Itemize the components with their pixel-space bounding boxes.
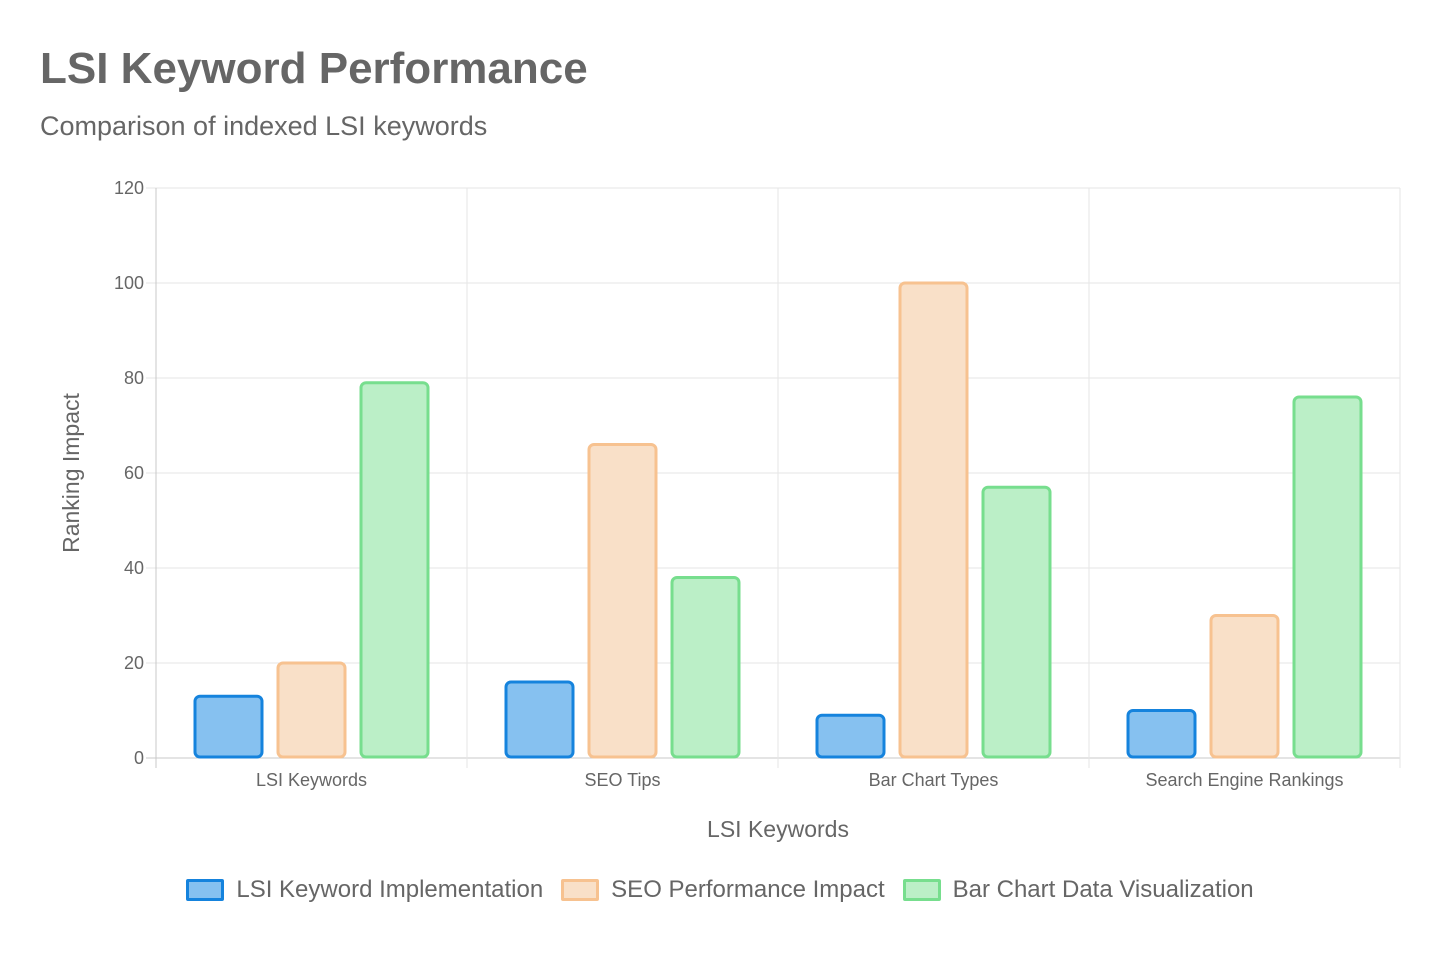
y-tick-label: 100: [114, 273, 144, 293]
bar[interactable]: [504, 680, 575, 759]
bars: [193, 281, 1363, 759]
y-tick-label: 120: [114, 178, 144, 198]
bar[interactable]: [670, 576, 741, 759]
x-tick-label: Bar Chart Types: [869, 770, 999, 790]
y-tick-label: 20: [124, 653, 144, 673]
bar[interactable]: [1209, 614, 1280, 759]
legend-label: LSI Keyword Implementation: [236, 876, 544, 903]
bar[interactable]: [898, 281, 969, 759]
tick-labels: 0 20 40 60 80 100 120 LSI Keywords SEO Tips Bar C…: [114, 178, 1344, 790]
bar[interactable]: [359, 381, 430, 759]
bar[interactable]: [587, 443, 658, 759]
y-tick-label: 60: [124, 463, 144, 483]
bar[interactable]: [193, 694, 264, 759]
x-tick-label: Search Engine Rankings: [1145, 770, 1343, 790]
y-tick-label: 0: [134, 748, 144, 768]
bar[interactable]: [981, 485, 1052, 759]
legend-label: Bar Chart Data Visualization: [952, 876, 1254, 903]
y-axis-label: Ranking Impact: [58, 392, 84, 552]
legend-swatch: [902, 879, 941, 901]
bar[interactable]: [1126, 709, 1197, 759]
y-tick-label: 40: [124, 558, 144, 578]
legend-swatch: [561, 879, 600, 901]
y-tick-label: 80: [124, 368, 144, 388]
bar[interactable]: [276, 661, 347, 759]
chart-subtitle: Comparison of indexed LSI keywords: [40, 111, 488, 141]
legend-item[interactable]: Bar Chart Data Visualization: [902, 876, 1254, 904]
legend-label: SEO Performance Impact: [611, 876, 885, 903]
grid-lines: [146, 187, 1401, 768]
x-tick-label: SEO Tips: [584, 770, 660, 790]
bar[interactable]: [1292, 395, 1363, 759]
legend-item[interactable]: SEO Performance Impact: [561, 876, 885, 904]
legend: LSI Keyword Implementation SEO Performanc…: [0, 876, 1440, 904]
x-axis-label: LSI Keywords: [707, 816, 849, 842]
legend-item[interactable]: LSI Keyword Implementation: [186, 876, 543, 904]
x-tick-label: LSI Keywords: [256, 770, 367, 790]
legend-swatch: [186, 879, 225, 901]
chart-title: LSI Keyword Performance: [40, 44, 588, 93]
bar[interactable]: [815, 713, 886, 759]
